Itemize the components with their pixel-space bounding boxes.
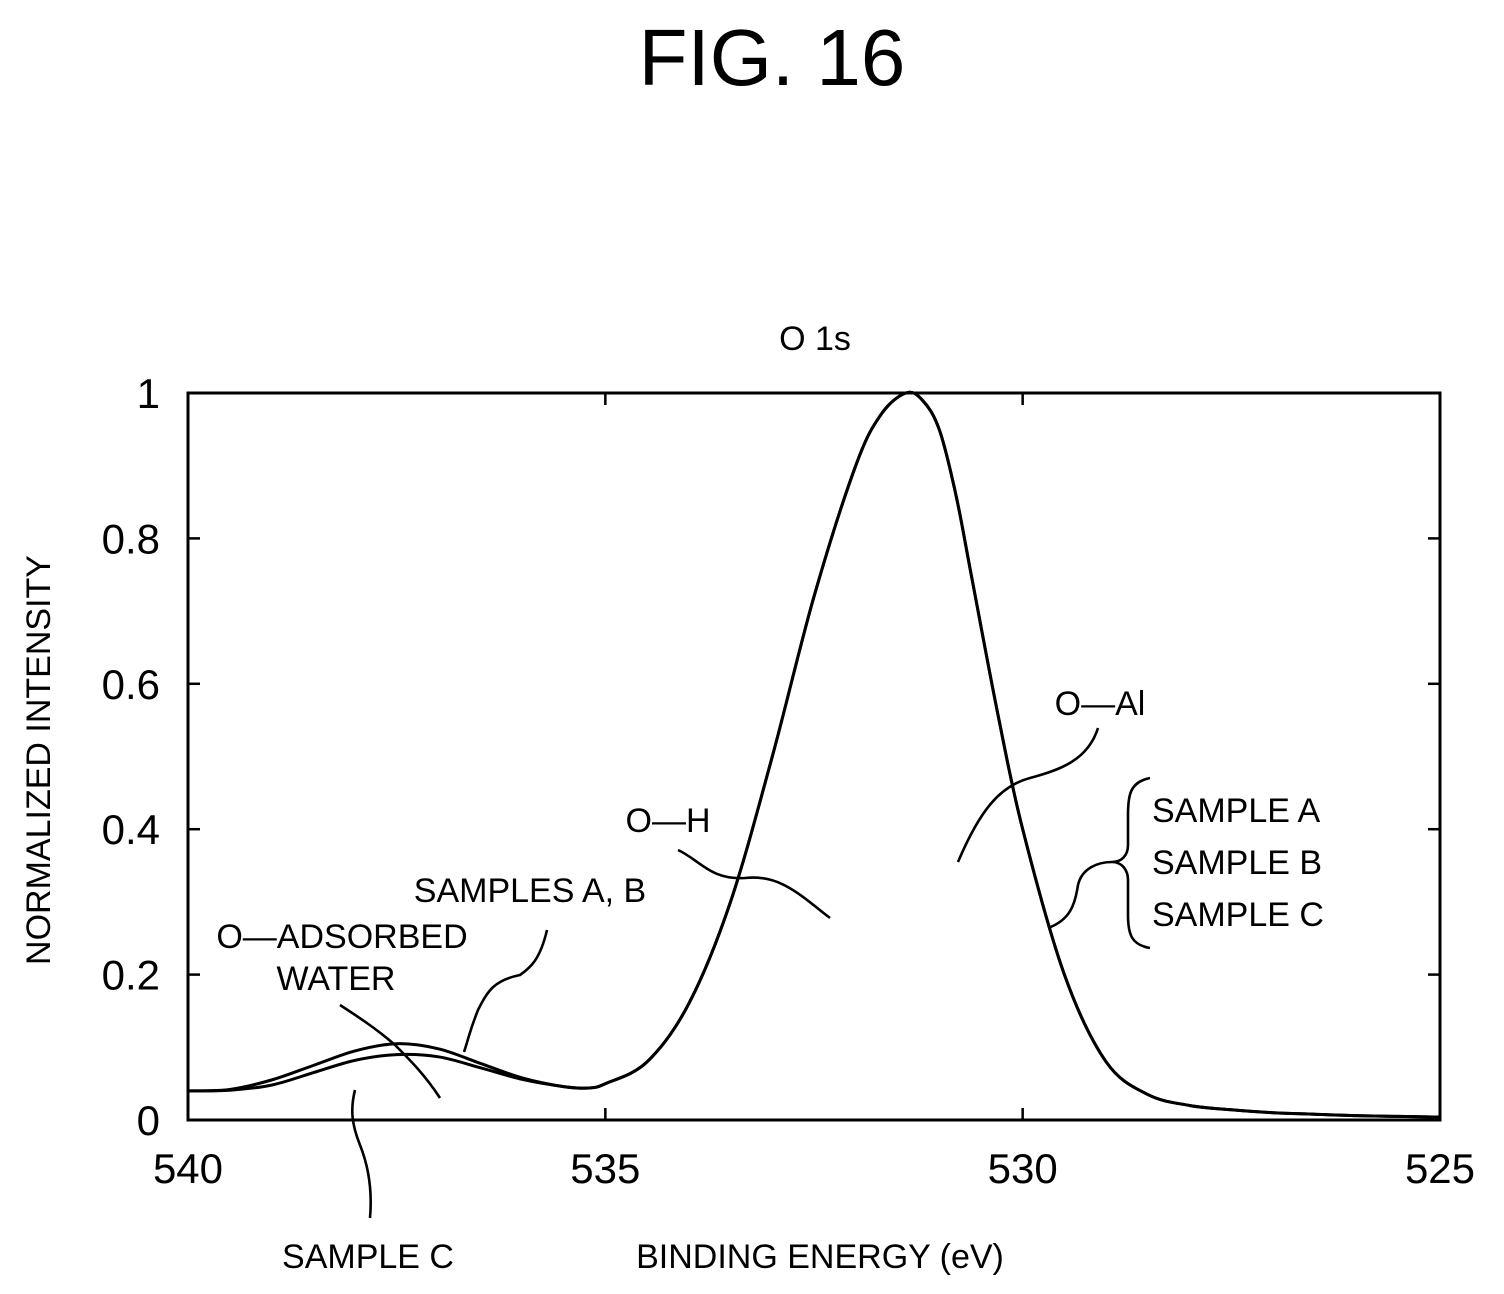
legend-brace [1111,776,1151,950]
o-adsorbed-label: O—ADSORBED [216,918,467,956]
legend-leader [1047,860,1113,930]
samples-ab-label: SAMPLES A, B [414,872,646,910]
legend-sample-c: SAMPLE C [1152,896,1324,934]
o-al-label: O—Al [1055,685,1146,723]
x-tick-label: 530 [988,1145,1058,1192]
x-tick-label: 535 [570,1145,640,1192]
plot-frame [186,391,1442,1122]
y-tick-label: 1 [137,370,160,417]
series-group [187,390,1441,1119]
axis-ticks: 540 535 530 525 0 0.2 0.4 0.6 0.8 1 [102,370,1475,1192]
samples-ab-leader [462,929,549,1053]
o-h-label: O—H [626,802,711,840]
o-al-leader [956,727,1100,863]
y-tick-label: 0.4 [102,806,160,853]
x-tick-label: 540 [153,1145,223,1192]
x-axis-label: BINDING ENERGY (eV) [636,1238,1004,1276]
series-line-samples-a-b [187,390,1441,1119]
y-tick-label: 0.6 [102,661,160,708]
o-water-leader [339,1003,442,1099]
y-tick-label: 0.8 [102,515,160,562]
legend-sample-b: SAMPLE B [1152,844,1322,882]
sample-c-bottom-label: SAMPLE C [282,1238,454,1276]
water-label: WATER [277,960,396,998]
legend-sample-a: SAMPLE A [1152,792,1321,830]
chart-title: O 1s [779,320,851,358]
series-line-sample-c [187,390,1441,1119]
figure-title: FIG. 16 [639,13,906,102]
x-tick-label: 525 [1405,1145,1475,1192]
y-tick-label: 0 [137,1097,160,1144]
y-axis-label: NORMALIZED INTENSITY [20,555,58,965]
y-tick-label: 0.2 [102,952,160,999]
sample-c-leader [350,1089,372,1219]
o-h-leader [677,848,831,920]
